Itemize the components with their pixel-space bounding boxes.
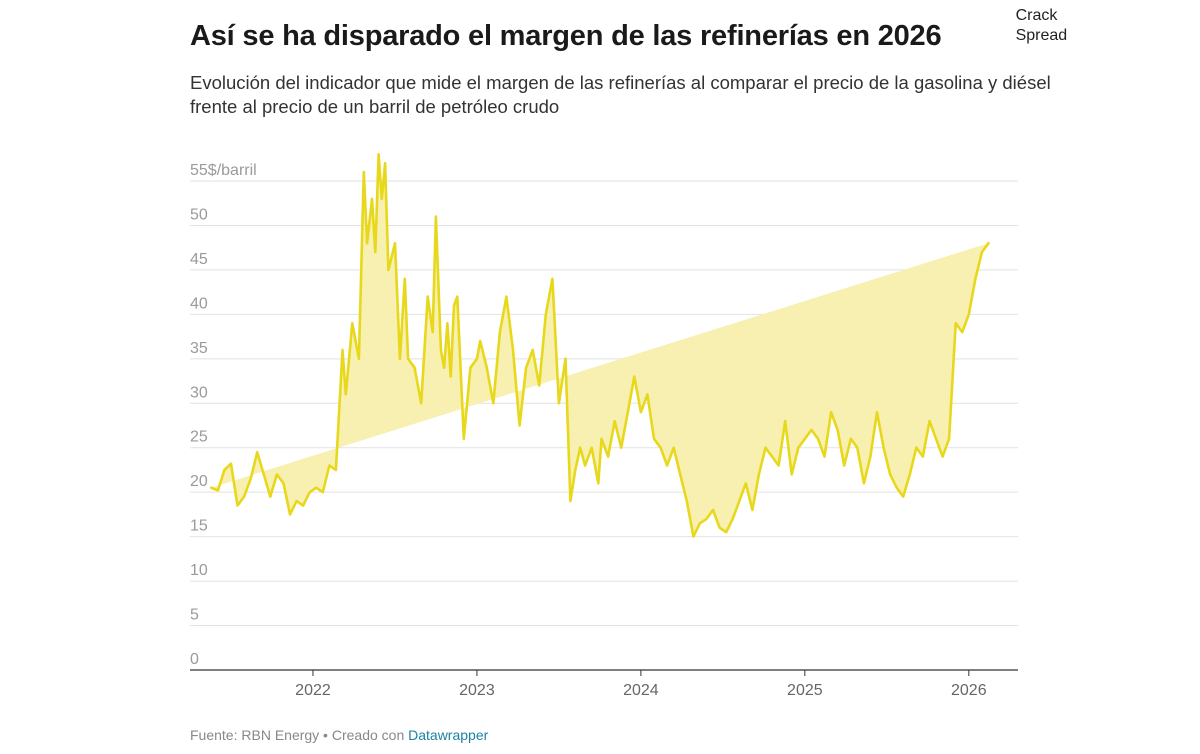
x-tick-label: 2022 [295, 682, 331, 699]
y-tick-label: 50 [190, 206, 208, 223]
chart-footer: Fuente: RBN Energy • Creado con Datawrap… [190, 727, 488, 743]
series-label-line: Crack [1016, 7, 1059, 24]
y-tick-label: 40 [190, 295, 208, 312]
series-label-line: 3:2:1 [1016, 0, 1052, 4]
y-tick-label: 30 [190, 384, 208, 401]
y-tick-label: 0 [190, 651, 199, 668]
x-tick-label: 2026 [951, 682, 987, 699]
area-fill [211, 154, 989, 537]
chart-subtitle: Evolución del indicador que mide el marg… [190, 72, 1051, 117]
chart-title: Así se ha disparado el margen de las ref… [190, 20, 942, 52]
y-tick-label: 45 [190, 251, 208, 268]
series-label-line: Spread [1016, 27, 1068, 44]
series-label: 3:2:1 Crack Spread [1016, 0, 1068, 44]
datawrapper-link[interactable]: Datawrapper [408, 727, 489, 743]
x-tick-label: 2024 [623, 682, 659, 699]
y-tick-label: 5 [190, 607, 199, 624]
y-tick-label: 35 [190, 340, 208, 357]
y-tick-label: 10 [190, 562, 208, 579]
y-tick-label: 55$/barril [190, 162, 257, 179]
y-tick-label: 20 [190, 473, 208, 490]
crack-spread-line [210, 153, 990, 538]
y-tick-label: 15 [190, 518, 208, 535]
x-tick-label: 2023 [459, 682, 495, 699]
y-tick-label: 25 [190, 429, 208, 446]
source-credit: Fuente: RBN Energy • Creado con [190, 727, 405, 743]
x-tick-label: 2025 [787, 682, 823, 699]
